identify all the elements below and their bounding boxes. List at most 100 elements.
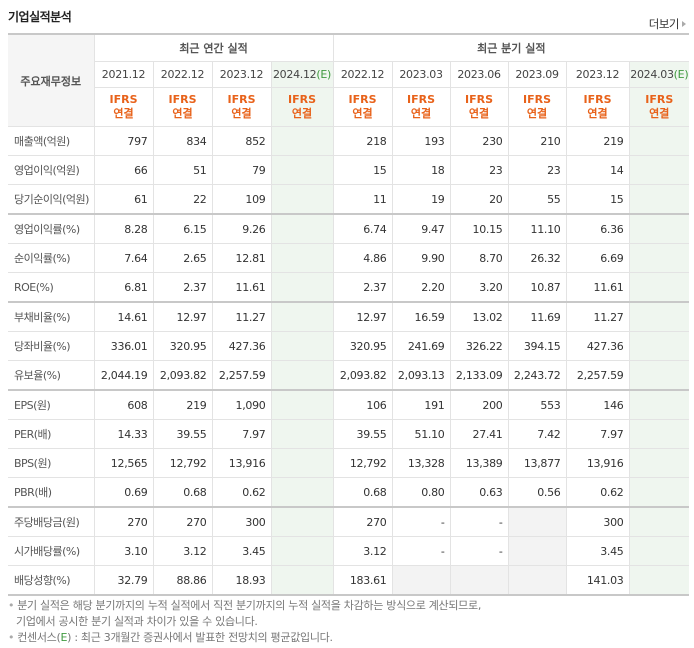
value-cell: 300 xyxy=(565,506,630,537)
table-row: 부채비율(%) 14.61 12.97 11.27 12.97 16.59 13.02 11.… xyxy=(8,301,690,332)
row-label: 배당성향(%) xyxy=(8,565,95,596)
value-cell: 427.36 xyxy=(565,331,630,361)
period-label: 2023.06 xyxy=(457,68,501,81)
value-cell: 11 xyxy=(332,184,393,215)
value-cell xyxy=(628,272,690,303)
value-cell: 320.95 xyxy=(332,331,393,361)
value-cell xyxy=(270,155,334,185)
value-cell: 0.63 xyxy=(449,477,509,508)
value-cell xyxy=(270,536,334,566)
value-cell: 15 xyxy=(565,184,630,215)
value-cell: 11.69 xyxy=(507,301,567,332)
value-cell xyxy=(628,506,690,537)
value-cell: 852 xyxy=(211,126,272,156)
value-cell: 300 xyxy=(211,506,272,537)
value-cell: 7.42 xyxy=(507,419,567,449)
row-label: 영업이익(억원) xyxy=(8,155,95,185)
note-3-pre: 컨센서스( xyxy=(17,631,61,644)
value-cell: 12,792 xyxy=(332,448,393,478)
more-label: 더보기 xyxy=(648,17,680,31)
value-cell: 0.80 xyxy=(391,477,451,508)
value-cell xyxy=(270,301,334,332)
ifrs-label: IFRS 연결 xyxy=(565,87,630,127)
row-label: PBR(배) xyxy=(8,477,95,508)
value-cell: 219 xyxy=(565,126,630,156)
ifrs-top: IFRS xyxy=(645,93,674,106)
table-row: 당좌비율(%) 336.01 320.95 427.36 320.95 241.69 326… xyxy=(8,331,690,361)
value-cell: 0.69 xyxy=(93,477,154,508)
ifrs-bottom: 연결 xyxy=(352,107,373,120)
value-cell: 6.15 xyxy=(152,213,213,244)
value-cell: 210 xyxy=(507,126,567,156)
value-cell: 2,243.72 xyxy=(507,360,567,391)
value-cell xyxy=(270,360,334,391)
value-cell: 11.61 xyxy=(211,272,272,303)
value-cell xyxy=(270,448,334,478)
value-cell: 66 xyxy=(93,155,154,185)
value-cell: 15 xyxy=(332,155,393,185)
value-cell: 23 xyxy=(507,155,567,185)
row-label: 시가배당률(%) xyxy=(8,536,95,566)
value-cell: 32.79 xyxy=(93,565,154,596)
table-row: 영업이익(억원) 66 51 79 15 18 23 23 14 xyxy=(8,155,690,185)
value-cell: 2,257.59 xyxy=(565,360,630,391)
value-cell: 12,792 xyxy=(152,448,213,478)
value-cell: 2,044.19 xyxy=(93,360,154,391)
value-cell: 834 xyxy=(152,126,213,156)
period-header: 2021.12 xyxy=(93,61,154,88)
ifrs-bottom: 연결 xyxy=(410,107,432,120)
note-3-e: E xyxy=(60,631,68,644)
value-cell: 3.12 xyxy=(332,536,393,566)
value-cell: 109 xyxy=(211,184,272,215)
ifrs-bottom: 연결 xyxy=(291,107,313,120)
row-label: 매출액(억원) xyxy=(8,126,95,156)
value-cell: 16.59 xyxy=(391,301,451,332)
value-cell xyxy=(628,389,690,420)
ifrs-top: IFRS xyxy=(168,93,197,106)
value-cell: 14.61 xyxy=(93,301,154,332)
value-cell: 9.26 xyxy=(211,213,272,244)
value-cell: 3.12 xyxy=(152,536,213,566)
table-row: EPS(원) 608 219 1,090 106 191 200 553 146 xyxy=(8,389,690,420)
ifrs-top: IFRS xyxy=(109,93,138,106)
value-cell: - xyxy=(449,506,509,537)
table-row: ROE(%) 6.81 2.37 11.61 2.37 2.20 3.20 10.87 11.6… xyxy=(8,272,690,303)
value-cell xyxy=(270,331,334,361)
row-label: 유보율(%) xyxy=(8,360,95,391)
value-cell xyxy=(628,360,690,391)
value-cell: 51 xyxy=(152,155,213,185)
value-cell: 1,090 xyxy=(211,389,272,420)
row-label: 주당배당금(원) xyxy=(8,506,95,537)
value-cell: 13,389 xyxy=(449,448,509,478)
value-cell xyxy=(270,126,334,156)
period-label: 2021.12 xyxy=(101,68,146,81)
section-title: 기업실적분석 xyxy=(8,10,72,24)
table-row: BPS(원) 12,565 12,792 13,916 12,792 13,328 13,3… xyxy=(8,448,690,478)
value-cell xyxy=(628,301,690,332)
period-label: 2024.03 xyxy=(630,68,674,81)
value-cell: 0.56 xyxy=(507,477,567,508)
value-cell: 8.28 xyxy=(93,213,154,244)
value-cell xyxy=(628,213,690,244)
period-header: 2023.06 xyxy=(449,61,509,88)
value-cell: 39.55 xyxy=(152,419,213,449)
value-cell: 0.68 xyxy=(152,477,213,508)
value-cell: 61 xyxy=(93,184,154,215)
value-cell xyxy=(270,389,334,420)
value-cell xyxy=(628,331,690,361)
period-label: 2024.12 xyxy=(272,68,317,81)
value-cell: 2.20 xyxy=(391,272,451,303)
value-cell: - xyxy=(391,536,451,566)
row-label: PER(배) xyxy=(8,419,95,449)
value-cell: 2,093.13 xyxy=(391,360,451,391)
ifrs-bottom: 연결 xyxy=(468,107,490,120)
ifrs-bottom: 연결 xyxy=(649,107,670,120)
value-cell xyxy=(628,155,690,185)
value-cell: 0.62 xyxy=(565,477,630,508)
more-link[interactable]: 더보기 xyxy=(649,16,686,32)
ifrs-label: IFRS 연결 xyxy=(93,87,154,127)
value-cell xyxy=(628,184,690,215)
value-cell: 3.10 xyxy=(93,536,154,566)
row-label: 영업이익률(%) xyxy=(8,213,95,244)
value-cell xyxy=(270,419,334,449)
